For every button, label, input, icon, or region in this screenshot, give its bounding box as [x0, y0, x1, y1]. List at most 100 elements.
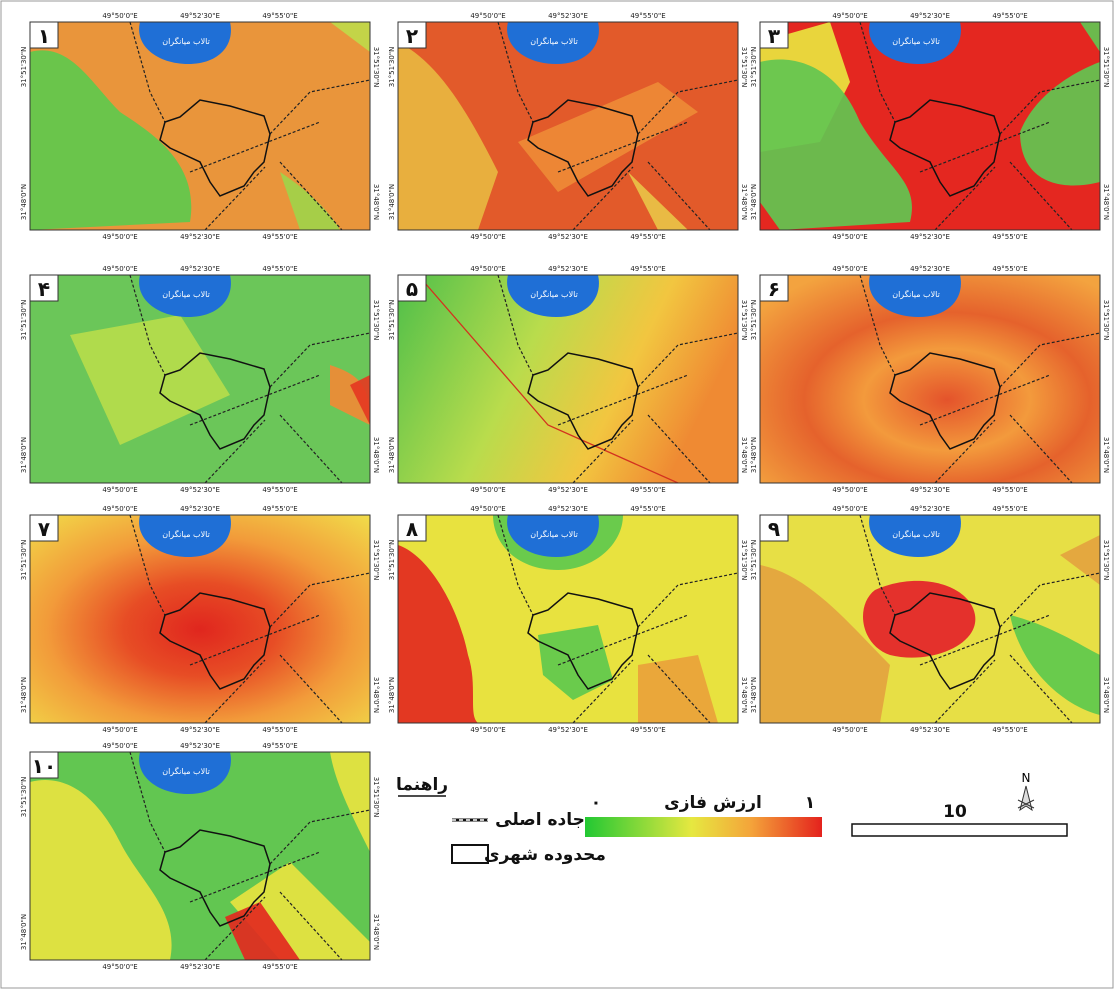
- road: [572, 659, 634, 723]
- map-panel: ۹ تالاب میانگران 49°50'0"E 49°50'0"E 49°52'3…: [750, 505, 1110, 734]
- road: [557, 614, 689, 666]
- x-coord-bottom: 49°50'0"E: [832, 726, 867, 734]
- land-zone: [760, 565, 890, 723]
- x-coord-top: 49°50'0"E: [832, 265, 867, 273]
- map-body: [398, 22, 738, 230]
- road: [557, 374, 689, 426]
- x-coord-bottom: 49°55'0"E: [262, 486, 297, 494]
- lake-label: تالاب میانگران: [162, 529, 210, 539]
- road: [189, 614, 321, 666]
- land-zone: [863, 580, 976, 658]
- road: [1009, 161, 1073, 230]
- lake-label: تالاب میانگران: [530, 36, 578, 46]
- legend: راهنما جاده اصلی محدوده شهری ارزش فازی ۰…: [396, 771, 1068, 865]
- number-box: [29, 274, 59, 302]
- lake-label: تالاب میانگران: [162, 36, 210, 46]
- lake-label: تالاب میانگران: [162, 766, 210, 776]
- map-body: [760, 22, 1100, 230]
- map-body: [398, 275, 738, 483]
- city-boundary: [159, 99, 271, 197]
- panel-number: ۱۰: [32, 754, 56, 778]
- x-coord-bottom: 49°55'0"E: [262, 233, 297, 241]
- y-coord-left: 31°48'0"N: [750, 184, 758, 220]
- road: [189, 121, 321, 173]
- road: [919, 374, 1051, 426]
- x-coord-top: 49°55'0"E: [630, 265, 665, 273]
- y-coord-right: 31°48'0"N: [372, 677, 380, 713]
- lake-label: تالاب میانگران: [530, 289, 578, 299]
- x-coord-bottom: 49°55'0"E: [630, 233, 665, 241]
- road: [999, 332, 1100, 388]
- x-coord-top: 49°55'0"E: [262, 265, 297, 273]
- road: [129, 515, 166, 616]
- road: [497, 275, 534, 376]
- road: [934, 659, 996, 723]
- y-coord-right: 31°48'0"N: [1102, 677, 1110, 713]
- number-box: [397, 21, 427, 49]
- lake-label: تالاب میانگران: [530, 529, 578, 539]
- y-coord-right: 31°48'0"N: [740, 184, 748, 220]
- y-coord-right: 31°48'0"N: [372, 184, 380, 220]
- land-zone: [638, 655, 718, 723]
- land-zone: [70, 315, 230, 445]
- x-coord-top: 49°50'0"E: [832, 505, 867, 513]
- y-coord-right: 31°51'30"N: [740, 540, 748, 581]
- map-body: [760, 275, 1100, 483]
- x-coord-top: 49°52'30"E: [910, 12, 950, 20]
- y-coord-left: 31°51'30"N: [20, 540, 28, 581]
- y-coord-right: 31°51'30"N: [1102, 540, 1110, 581]
- land-zone: [628, 172, 688, 230]
- city-boundary: [159, 352, 271, 450]
- map-panel: ۷ تالاب میانگران 49°50'0"E 49°50'0"E 49°52'3…: [20, 505, 380, 734]
- y-coord-left: 31°51'30"N: [20, 300, 28, 341]
- north-arrow: [1017, 785, 1035, 812]
- y-coord-right: 31°51'30"N: [1102, 300, 1110, 341]
- road: [279, 414, 343, 483]
- x-coord-top: 49°52'30"E: [910, 265, 950, 273]
- y-coord-right: 31°48'0"N: [1102, 437, 1110, 473]
- x-coord-top: 49°52'30"E: [180, 265, 220, 273]
- number-box: [29, 514, 59, 542]
- road: [129, 752, 166, 853]
- y-coord-left: 31°48'0"N: [20, 184, 28, 220]
- x-coord-bottom: 49°55'0"E: [992, 233, 1027, 241]
- land-zone: [1060, 535, 1100, 585]
- y-coord-left: 31°48'0"N: [20, 677, 28, 713]
- road: [279, 891, 343, 960]
- x-coord-top: 49°52'30"E: [548, 505, 588, 513]
- y-coord-left: 31°48'0"N: [388, 677, 396, 713]
- y-coord-left: 31°51'30"N: [750, 540, 758, 581]
- road: [919, 614, 1051, 666]
- road: [269, 79, 370, 135]
- road: [269, 332, 370, 388]
- city-boundary: [527, 592, 639, 690]
- city-swatch: [451, 844, 489, 864]
- y-coord-right: 31°51'30"N: [372, 47, 380, 88]
- road: [269, 809, 370, 865]
- y-coord-right: 31°51'30"N: [372, 540, 380, 581]
- land-zone: [760, 59, 912, 230]
- panel-border: [397, 274, 739, 484]
- panel-border: [397, 21, 739, 231]
- road: [129, 275, 166, 376]
- y-coord-left: 31°48'0"N: [750, 677, 758, 713]
- x-coord-top: 49°55'0"E: [992, 505, 1027, 513]
- x-coord-bottom: 49°52'30"E: [910, 486, 950, 494]
- scale-label: 10: [943, 802, 967, 822]
- x-coord-top: 49°55'0"E: [262, 742, 297, 750]
- y-coord-right: 31°48'0"N: [372, 914, 380, 950]
- number-box: [759, 514, 789, 542]
- x-coord-bottom: 49°52'30"E: [548, 726, 588, 734]
- lake: [139, 515, 231, 557]
- road: [999, 572, 1100, 628]
- map-panel: ۸ تالاب میانگران 49°50'0"E 49°50'0"E 49°52'3…: [388, 505, 748, 734]
- map-body: [398, 515, 738, 723]
- panel-number: ۶: [768, 277, 780, 301]
- panel-border: [759, 21, 1101, 231]
- lake: [139, 275, 231, 317]
- map-body: [30, 22, 370, 230]
- panel-border: [29, 514, 371, 724]
- legend-title: راهنما: [396, 775, 448, 795]
- lake: [869, 22, 961, 64]
- road: [859, 275, 896, 376]
